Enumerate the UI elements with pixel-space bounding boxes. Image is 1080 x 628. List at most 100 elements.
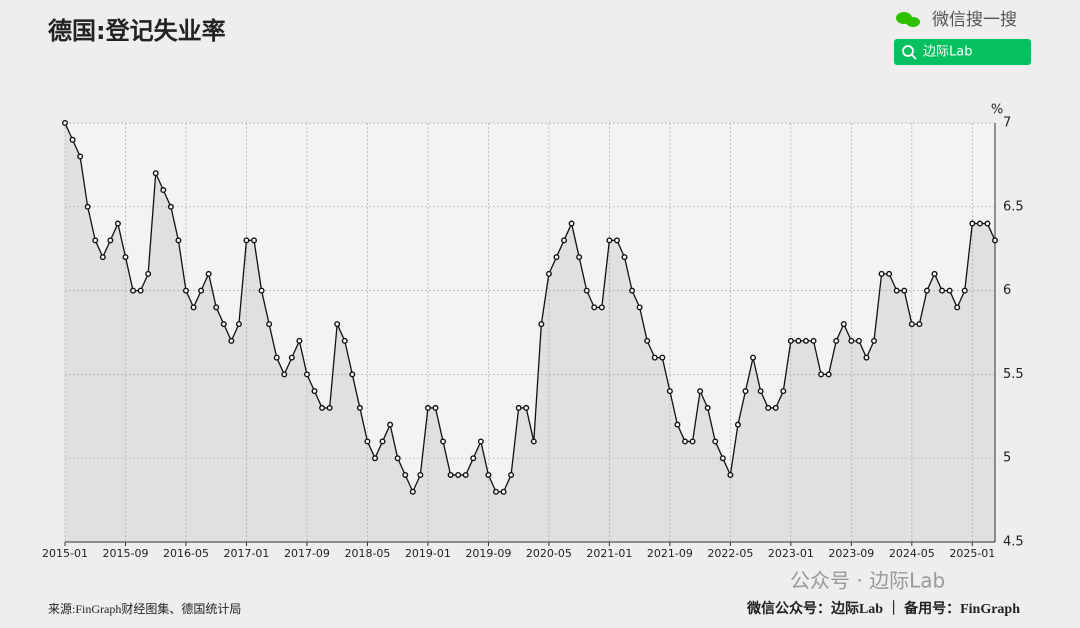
point [311, 388, 318, 395]
point [190, 304, 197, 311]
point [341, 337, 348, 344]
point [984, 220, 991, 227]
point [621, 254, 628, 261]
point [901, 287, 908, 294]
point [636, 304, 643, 311]
point [319, 404, 326, 411]
x-tick-label: 2021-01 [586, 547, 632, 560]
point [538, 321, 545, 328]
point [137, 287, 144, 294]
x-tick-label: 2021-09 [647, 547, 693, 560]
y-tick-label: 5 [1003, 451, 1011, 466]
point [334, 321, 341, 328]
point [485, 471, 492, 478]
x-tick-label: 2024-05 [889, 547, 935, 560]
point [598, 304, 605, 311]
point [243, 237, 250, 244]
x-tick-label: 2017-09 [284, 547, 330, 560]
footer: 微信公众号：边际Lab ｜ 备用号：FinGraph [746, 600, 1020, 617]
point [848, 337, 855, 344]
point [251, 237, 258, 244]
point [629, 287, 636, 294]
x-tick-label: 2023-01 [768, 547, 814, 560]
chart-title: 德国:登记失业率 [48, 17, 226, 45]
point [931, 270, 938, 277]
point [545, 270, 552, 277]
search-button[interactable] [894, 39, 1031, 65]
y-tick-label: 5.5 [1003, 367, 1024, 382]
point [379, 438, 386, 445]
point [145, 270, 152, 277]
x-tick-label: 2017-01 [223, 547, 269, 560]
x-tick-label: 2015-01 [42, 547, 88, 560]
point [992, 237, 999, 244]
point [727, 471, 734, 478]
point [258, 287, 265, 294]
point [644, 337, 651, 344]
point [954, 304, 961, 311]
point [523, 404, 530, 411]
source: 来源:FinGraph财经图集、德国统计局 [48, 601, 241, 616]
x-tick-label: 2023-09 [828, 547, 874, 560]
point [674, 421, 681, 428]
x-tick-label: 2022-05 [707, 547, 753, 560]
point [863, 354, 870, 361]
point [477, 438, 484, 445]
point [568, 220, 575, 227]
x-tick-label: 2019-01 [405, 547, 451, 560]
point [394, 455, 401, 462]
point [92, 237, 99, 244]
point [780, 388, 787, 395]
point [364, 438, 371, 445]
point [734, 421, 741, 428]
wechat-logo [896, 12, 920, 27]
x-tick-label: 2025-01 [949, 547, 995, 560]
point [402, 471, 409, 478]
point [719, 455, 726, 462]
point [424, 404, 431, 411]
point [825, 371, 832, 378]
point [666, 388, 673, 395]
search-button-label: 边际Lab [923, 45, 972, 60]
point [440, 438, 447, 445]
x-tick-label: 2016-05 [163, 547, 209, 560]
point [916, 321, 923, 328]
x-tick-label: 2020-05 [526, 547, 572, 560]
point [742, 388, 749, 395]
point [704, 404, 711, 411]
point [500, 488, 507, 495]
point [99, 254, 106, 261]
point [130, 287, 137, 294]
y-tick-label: 4.5 [1003, 535, 1024, 550]
point [659, 354, 666, 361]
point [114, 220, 121, 227]
point [886, 270, 893, 277]
point [107, 237, 114, 244]
y-tick-label: 7 [1003, 116, 1011, 131]
point [765, 404, 772, 411]
point [802, 337, 809, 344]
point [969, 220, 976, 227]
point [213, 304, 220, 311]
point [198, 287, 205, 294]
point [417, 471, 424, 478]
search-icon [911, 54, 917, 60]
point [795, 337, 802, 344]
point [77, 153, 84, 160]
point [266, 321, 273, 328]
point [855, 337, 862, 344]
point [976, 220, 983, 227]
point [387, 421, 394, 428]
point [871, 337, 878, 344]
point [122, 254, 129, 261]
point [561, 237, 568, 244]
point [946, 287, 953, 294]
point [961, 287, 968, 294]
point [84, 203, 91, 210]
y-unit: % [991, 103, 1003, 118]
point [530, 438, 537, 445]
watermark: 公众号 · 边际Lab [790, 569, 945, 593]
point [810, 337, 817, 344]
point [160, 187, 167, 194]
